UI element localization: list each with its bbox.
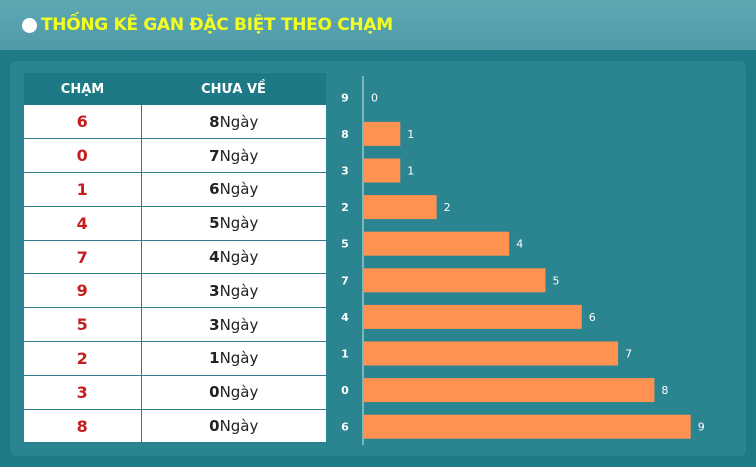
chua-ve-cell: 5Ngày [141, 206, 326, 241]
header-bar: THỐNG KÊ GAN ĐẶC BIỆT THEO CHẠM [0, 0, 756, 50]
bar-value-label: 4 [516, 238, 523, 251]
table-row: 6 8Ngày [24, 105, 326, 140]
table-row: 5 3Ngày [24, 307, 326, 343]
bar-value-label: 9 [698, 421, 705, 434]
table-row: 4 5Ngày [24, 206, 326, 241]
category-tick-label: 9 [341, 91, 349, 104]
cham-cell: 3 [24, 375, 142, 410]
category-tick-label: 4 [341, 311, 349, 324]
category-tick-label: 0 [341, 384, 349, 397]
bar-value-label: 2 [444, 201, 451, 214]
cham-cell: 0 [24, 138, 142, 174]
bar-value-label: 1 [407, 128, 414, 141]
cham-cell: 2 [24, 341, 142, 376]
cham-cell: 8 [24, 409, 142, 444]
days-value: 8 [209, 112, 220, 131]
days-value: 1 [209, 349, 220, 368]
bar-value-label: 7 [625, 348, 632, 361]
chua-ve-cell: 8Ngày [141, 105, 326, 140]
cham-cell: 1 [24, 172, 142, 207]
category-tick-label: 3 [341, 165, 349, 178]
chua-ve-cell: 0Ngày [141, 409, 326, 444]
bar-value-label: 0 [371, 91, 378, 104]
cham-cell: 5 [24, 307, 142, 343]
days-unit: Ngày [219, 112, 259, 131]
days-value: 4 [209, 248, 220, 267]
days-unit: Ngày [219, 180, 259, 199]
days-value: 6 [209, 180, 220, 199]
table-row: 7 4Ngày [24, 240, 326, 275]
bar-value-label: 6 [589, 311, 596, 324]
chua-ve-cell: 3Ngày [141, 273, 326, 309]
cham-cell: 4 [24, 206, 142, 241]
days-value: 3 [209, 281, 220, 300]
page-title: THỐNG KÊ GAN ĐẶC BIỆT THEO CHẠM [41, 15, 393, 35]
days-unit: Ngày [219, 383, 259, 402]
bar [364, 378, 655, 403]
cham-cell: 9 [24, 273, 142, 309]
days-unit: Ngày [219, 349, 259, 368]
category-tick-label: 2 [341, 201, 349, 214]
chua-ve-cell: 4Ngày [141, 240, 326, 275]
category-tick-label: 1 [341, 348, 349, 361]
column-header-cham: CHẠM [24, 73, 141, 105]
days-unit: Ngày [219, 281, 259, 300]
chua-ve-cell: 3Ngày [141, 307, 326, 343]
chua-ve-cell: 0Ngày [141, 375, 326, 410]
days-value: 7 [209, 146, 220, 165]
bar [364, 304, 582, 329]
bar [364, 231, 510, 256]
table-header-row: CHẠM CHƯA VỀ [24, 73, 326, 105]
table-row: 8 0Ngày [24, 409, 326, 444]
table-row: 1 6Ngày [24, 172, 326, 207]
category-tick-label: 6 [341, 421, 349, 434]
column-header-chua-ve: CHƯA VỀ [141, 73, 326, 105]
category-tick-label: 8 [341, 128, 349, 141]
bar [364, 341, 619, 366]
bar [364, 158, 401, 183]
days-unit: Ngày [219, 417, 259, 436]
bar-value-label: 8 [661, 384, 668, 397]
chua-ve-cell: 1Ngày [141, 341, 326, 376]
table-row: 2 1Ngày [24, 341, 326, 376]
days-unit: Ngày [219, 146, 259, 165]
days-value: 0 [209, 383, 220, 402]
days-unit: Ngày [219, 214, 259, 233]
days-value: 5 [209, 214, 220, 233]
days-value: 3 [209, 315, 220, 334]
days-unit: Ngày [219, 315, 259, 334]
chua-ve-cell: 7Ngày [141, 138, 326, 174]
bullet-dot-icon [22, 17, 37, 33]
days-value: 0 [209, 417, 220, 436]
cham-cell: 6 [24, 105, 142, 140]
category-tick-label: 7 [341, 274, 349, 287]
chua-ve-cell: 6Ngày [141, 172, 326, 207]
category-tick-label: 5 [341, 238, 349, 251]
bar [364, 414, 691, 439]
bar [364, 195, 437, 220]
days-unit: Ngày [219, 248, 259, 267]
bar [364, 268, 546, 293]
bar-value-label: 5 [553, 274, 560, 287]
gan-table: CHẠM CHƯA VỀ 6 8Ngày 0 7Ngày 1 6Ngày 4 5Ngày 7 4N… [24, 73, 326, 444]
table-row: 0 7Ngày [24, 138, 326, 174]
table-row: 9 3Ngày [24, 273, 326, 309]
table-row: 3 0Ngày [24, 375, 326, 410]
cham-cell: 7 [24, 240, 142, 275]
bar [364, 121, 401, 146]
gan-bar-chart: 9 0 8 1 3 1 2 2 5 4 7 5 4 6 1 7 0 8 6 9 [341, 76, 705, 445]
bar-value-label: 1 [407, 165, 414, 178]
